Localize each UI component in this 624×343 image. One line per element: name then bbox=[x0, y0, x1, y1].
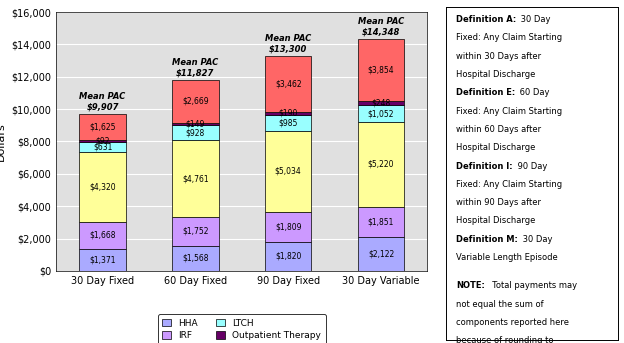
Text: within 90 Days after: within 90 Days after bbox=[456, 198, 542, 207]
Bar bbox=[172, 123, 218, 125]
Bar bbox=[358, 101, 404, 105]
Text: Total payments may: Total payments may bbox=[487, 281, 577, 290]
Text: Definition A:: Definition A: bbox=[456, 15, 517, 24]
Text: $190: $190 bbox=[278, 109, 298, 118]
Bar bbox=[79, 114, 126, 140]
Text: Hospital Discharge: Hospital Discharge bbox=[456, 216, 536, 225]
Text: $2,122: $2,122 bbox=[368, 249, 394, 258]
Text: $3,854: $3,854 bbox=[368, 66, 394, 74]
Text: within 30 Days after: within 30 Days after bbox=[456, 52, 542, 61]
Text: $4,320: $4,320 bbox=[89, 182, 116, 191]
Text: $631: $631 bbox=[93, 142, 112, 151]
Text: Mean PAC
$14,348: Mean PAC $14,348 bbox=[358, 17, 404, 36]
Text: $1,809: $1,809 bbox=[275, 222, 301, 232]
Bar bbox=[265, 112, 311, 115]
Text: $928: $928 bbox=[186, 128, 205, 137]
Text: $1,668: $1,668 bbox=[89, 231, 116, 240]
Bar bbox=[358, 207, 404, 237]
Text: $4,761: $4,761 bbox=[182, 174, 208, 183]
Bar bbox=[79, 142, 126, 152]
Text: $1,371: $1,371 bbox=[89, 256, 116, 264]
Text: components reported here: components reported here bbox=[456, 318, 570, 327]
Text: $1,568: $1,568 bbox=[182, 254, 208, 263]
Text: $1,052: $1,052 bbox=[368, 109, 394, 118]
Bar bbox=[265, 115, 311, 131]
Text: Hospital Discharge: Hospital Discharge bbox=[456, 143, 536, 152]
Text: Hospital Discharge: Hospital Discharge bbox=[456, 70, 536, 79]
Text: 90 Day: 90 Day bbox=[515, 162, 547, 170]
Text: Definition M:: Definition M: bbox=[456, 235, 519, 244]
Text: $5,034: $5,034 bbox=[275, 167, 301, 176]
Text: $92: $92 bbox=[95, 137, 110, 145]
Text: $248: $248 bbox=[371, 99, 391, 108]
Y-axis label: Dollars: Dollars bbox=[0, 122, 6, 161]
Bar bbox=[172, 125, 218, 140]
Bar bbox=[172, 80, 218, 123]
Bar bbox=[265, 212, 311, 241]
Bar bbox=[358, 105, 404, 122]
Text: $1,820: $1,820 bbox=[275, 252, 301, 261]
Text: $5,220: $5,220 bbox=[368, 160, 394, 169]
Text: within 60 Days after: within 60 Days after bbox=[456, 125, 542, 134]
Text: $1,625: $1,625 bbox=[89, 122, 116, 131]
Text: 30 Day: 30 Day bbox=[520, 235, 552, 244]
Text: because of rounding to: because of rounding to bbox=[456, 336, 554, 343]
Text: Mean PAC
$13,300: Mean PAC $13,300 bbox=[265, 34, 311, 53]
Text: not equal the sum of: not equal the sum of bbox=[456, 300, 544, 309]
Text: 60 Day: 60 Day bbox=[517, 88, 550, 97]
Bar bbox=[172, 140, 218, 217]
Bar bbox=[265, 56, 311, 112]
Text: $149: $149 bbox=[186, 119, 205, 128]
Text: NOTE:: NOTE: bbox=[456, 281, 485, 290]
Bar bbox=[265, 241, 311, 271]
Bar bbox=[265, 131, 311, 212]
Text: $1,752: $1,752 bbox=[182, 227, 208, 236]
Text: Fixed: Any Claim Starting: Fixed: Any Claim Starting bbox=[456, 107, 563, 116]
Legend: HHA, IRF, SNF, LTCH, Outpatient Therapy, Acute Readmission: HHA, IRF, SNF, LTCH, Outpatient Therapy,… bbox=[158, 314, 326, 343]
Bar bbox=[79, 152, 126, 222]
Bar bbox=[358, 39, 404, 101]
Text: 30 Day: 30 Day bbox=[519, 15, 551, 24]
Bar bbox=[358, 237, 404, 271]
Bar bbox=[79, 140, 126, 142]
Text: Fixed: Any Claim Starting: Fixed: Any Claim Starting bbox=[456, 180, 563, 189]
Bar bbox=[172, 217, 218, 246]
Text: Definition E:: Definition E: bbox=[456, 88, 515, 97]
Text: Fixed: Any Claim Starting: Fixed: Any Claim Starting bbox=[456, 34, 563, 43]
Bar bbox=[79, 249, 126, 271]
Bar bbox=[172, 246, 218, 271]
Text: Mean PAC
$9,907: Mean PAC $9,907 bbox=[79, 92, 125, 111]
Text: Variable Length Episode: Variable Length Episode bbox=[456, 253, 558, 262]
Bar bbox=[79, 222, 126, 249]
Text: $2,669: $2,669 bbox=[182, 97, 208, 106]
Text: $3,462: $3,462 bbox=[275, 79, 301, 88]
Text: $1,851: $1,851 bbox=[368, 217, 394, 226]
Bar bbox=[358, 122, 404, 207]
Text: Mean PAC
$11,827: Mean PAC $11,827 bbox=[172, 58, 218, 77]
Text: Definition I:: Definition I: bbox=[456, 162, 513, 170]
Text: $985: $985 bbox=[278, 118, 298, 127]
